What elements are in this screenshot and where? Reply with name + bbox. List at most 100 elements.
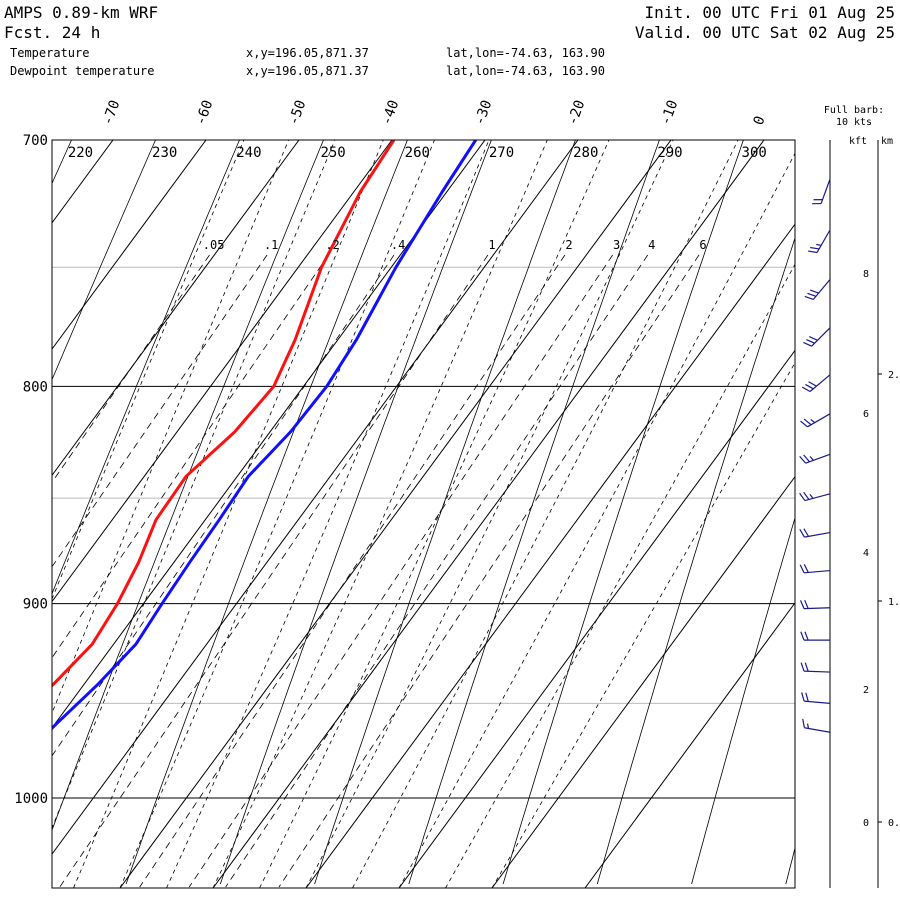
mixing-ratio-label: .2 [325,238,339,252]
temperature-tick-label: 0 [751,114,769,127]
valid-time: Valid. 00 UTC Sat 02 Aug 25 [635,23,895,42]
wind-barb-feather [803,564,809,573]
moist-adiabat [166,140,490,888]
barb-legend-line2: 10 kts [836,117,872,128]
theta-label: 300 [742,145,767,161]
dry-adiabat [125,140,408,885]
wind-barb-feather [808,381,817,387]
wind-barb-feather [809,456,814,461]
wind-barb-staff [807,413,831,428]
temperature-tick-label: -60 [193,98,217,127]
legend-dewpoint-latlon: lat,lon=-74.63, 163.90 [446,64,605,78]
pressure-tick-label: 800 [23,379,48,395]
mixing-ratio-line [225,254,649,888]
init-time: Init. 00 UTC Fri 01 Aug 25 [645,3,895,22]
dry-adiabat [52,140,72,185]
wind-barb-feather [801,386,811,393]
kft-tick-label: 0 [863,818,869,829]
isotherm [52,140,207,350]
isotherm [52,140,114,224]
mixing-ratio-label: .4 [391,238,405,252]
wind-barb-feather [810,246,820,250]
wind-barb-staff [812,279,831,300]
sounding-traces [52,140,477,731]
moist-adiabat [212,140,548,888]
legend-dewpoint-name: Dewpoint temperature [10,64,155,78]
wind-barb-feather [816,243,822,246]
dry-adiabat [52,140,156,381]
theta-label: 260 [405,145,430,161]
mixing-ratio-label: .1 [264,238,278,252]
wind-barb-staff [805,453,831,464]
wind-barb-staff [804,700,831,704]
wind-barb-feather [800,631,805,641]
mixing-ratio-line [278,254,700,888]
wind-barb-feather [809,494,814,499]
wind-barb-feather [805,383,814,390]
wind-barb-feather [801,692,805,702]
wind-barb-feather [810,419,816,424]
temperature-tick-label: -30 [472,98,496,127]
background-grid [0,140,795,888]
wind-barb-feather [799,492,806,501]
wind-barb-feather [806,338,815,344]
wind-barb-feather [807,292,817,297]
legend-temperature-location: x,y=196.05,871.37 [246,46,369,60]
moist-adiabat [491,361,795,888]
moist-adiabat [52,140,245,601]
km-tick-label: 1. [888,597,900,608]
wind-barb-feather [803,491,810,500]
forecast-hour: Fcst. 24 h [4,23,100,42]
moist-adiabat [52,140,336,829]
theta-label: 220 [68,145,93,161]
wind-barbs [799,178,831,733]
mixing-ratio-line [188,254,613,888]
model-title: AMPS 0.89-km WRF [4,3,158,22]
isotherm [52,140,300,477]
pressure-tick-label: 900 [23,597,48,613]
dry-adiabat [502,140,744,885]
moist-adiabat [73,140,384,888]
mixing-ratio-line [52,254,329,659]
theta-label: 280 [573,145,598,161]
legend-dewpoint-location: x,y=196.05,871.37 [246,64,369,78]
wind-barb-feather [802,718,805,728]
dry-adiabat [52,140,240,595]
wind-barb-staff [820,178,831,204]
temperature-tick-label: -50 [286,98,310,127]
wind-barb-feather [799,564,805,574]
moist-adiabat [52,140,290,714]
theta-label: 240 [236,145,261,161]
isotherm [305,223,795,888]
moist-adiabat [398,152,795,888]
moist-adiabat [445,263,795,888]
theta-label: 290 [657,145,682,161]
isotherm [0,140,20,888]
mixing-ratio-line [59,254,489,888]
barb-legend-line1: Full barb: [824,105,884,116]
kft-tick-label: 4 [863,548,869,559]
kft-tick-label: 6 [863,409,869,420]
dry-adiabat [219,140,492,885]
temperature-tick-label: -40 [379,98,403,127]
wind-barb-feather [804,631,809,641]
wind-barb-feather [803,418,812,426]
mixing-ratio-label: 6 [699,238,706,252]
wind-barb-staff [816,229,831,253]
legend-temperature-name: Temperature [10,46,89,60]
wind-barb-feather [799,529,805,538]
isotherm [52,140,579,855]
dry-adiabat [596,236,795,885]
wind-barb-feather [803,341,812,347]
wind-barb-feather [804,599,809,609]
moist-adiabat [305,140,674,888]
mixing-ratio-line [52,254,395,757]
wind-barb-staff [804,569,831,574]
temperature-trace [52,140,477,731]
wind-barb-feather [799,455,807,464]
wind-barb-feather [800,662,805,672]
plot-frame [51,139,796,889]
temperature-tick-label: -10 [658,98,682,127]
mixing-ratio-label: .05 [203,238,225,252]
